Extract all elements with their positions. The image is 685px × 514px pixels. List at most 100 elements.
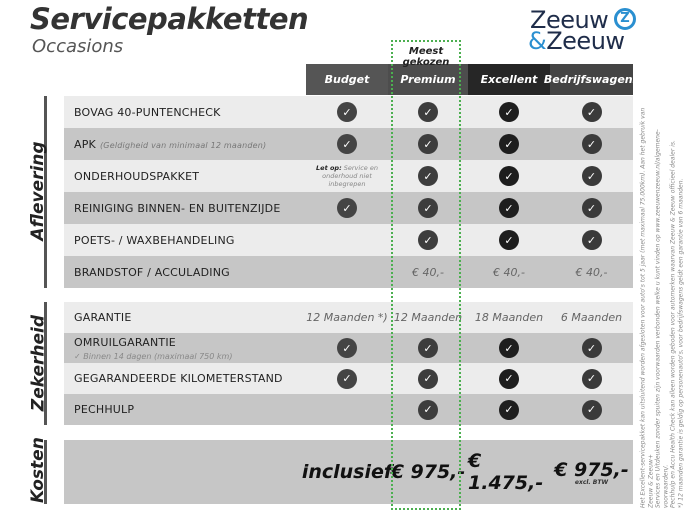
cell-budget: ✓: [306, 192, 388, 224]
cell-bedrijfswagens: € 40,-: [550, 256, 633, 288]
check-icon: ✓: [499, 230, 519, 250]
cell-premium: € 975,-: [388, 440, 468, 504]
cell-value: € 40,-: [575, 265, 608, 279]
section-label-aflevering: Aflevering: [28, 141, 48, 241]
row-label-text: PECHHULP: [74, 403, 135, 416]
check-icon: ✓: [418, 368, 438, 389]
cell-premium: ✓: [388, 224, 468, 256]
cell-excellent: € 40,-: [468, 256, 550, 288]
price-value: € 1.475,-: [468, 450, 544, 494]
section-bar-aflevering: [44, 96, 47, 288]
cell-premium: 12 Maanden: [388, 302, 468, 333]
check-icon: ✓: [499, 102, 519, 122]
check-icon: ✓: [499, 338, 519, 358]
price-value: € 975,-: [390, 461, 466, 483]
cell-budget: [306, 224, 388, 256]
check-icon: ✓: [418, 134, 438, 154]
check-icon: ✓: [499, 166, 519, 186]
row-label: OMRUILGARANTIE: [74, 336, 176, 349]
row-label-text: BOVAG 40-PUNTENCHECK: [74, 105, 221, 119]
check-icon: ✓: [581, 102, 602, 122]
cell-premium: ✓: [388, 160, 468, 192]
price: inclusief: [302, 461, 392, 483]
section-bar-zekerheid: [44, 302, 47, 425]
footnote: Het Excellent-servicepakket kan uitsluit…: [640, 88, 685, 508]
table-row: inclusief € 975,- € 1.475,- € 975,- excl. BT…: [64, 440, 633, 504]
cell-premium: € 40,-: [388, 256, 468, 288]
row-label-text: ONDERHOUDSPAKKET: [74, 169, 200, 183]
column-header-excellent: Excellent: [468, 64, 550, 95]
section-bar-kosten: [44, 440, 47, 504]
row-label: APK (Geldigheid van minimaal 12 maanden): [74, 138, 266, 151]
footnote-line: Services en Uitdeuken zonder spuiten zij…: [654, 129, 670, 508]
row-label-text: POETS- / WAXBEHANDELING: [74, 233, 235, 247]
column-header-premium: Premium: [388, 64, 468, 95]
table-row: BRANDSTOF / ACCULADING € 40,- € 40,- € 40,-: [64, 256, 633, 288]
price-value: € 975,-: [554, 458, 629, 481]
row-label-note: (Geldigheid van minimaal 12 maanden): [99, 140, 267, 150]
cell-excellent: ✓: [468, 96, 550, 128]
cell-excellent: ✓: [468, 394, 550, 425]
most-chosen-label: Meest gekozen: [402, 46, 450, 68]
check-icon: ✓: [418, 198, 438, 218]
check-icon: ✓: [499, 368, 519, 389]
cell-bedrijfswagens: 6 Maanden: [550, 302, 633, 333]
logo-line1: Zeeuw: [530, 6, 609, 34]
cell-note: Let op: Service en onderhoud niet inbegr…: [307, 164, 387, 188]
table-row: PECHHULP ✓ ✓ ✓: [64, 394, 633, 425]
cell-bedrijfswagens: ✓: [550, 128, 633, 160]
table-row: POETS- / WAXBEHANDELING ✓ ✓ ✓: [64, 224, 633, 256]
check-icon: ✓: [499, 399, 519, 420]
check-icon: ✓: [418, 338, 438, 358]
note-bold: Let op:: [316, 164, 342, 172]
cell-budget: ✓: [306, 363, 388, 394]
row-label: ONDERHOUDSPAKKET: [74, 170, 199, 183]
cell-bedrijfswagens: ✓: [550, 160, 633, 192]
cell-excellent: ✓: [468, 224, 550, 256]
table-row: APK (Geldigheid van minimaal 12 maanden) ✓…: [64, 128, 633, 160]
column-header-bedrijfswagens: Bedrijfswagens: [544, 64, 639, 95]
check-icon: ✓: [581, 166, 602, 186]
check-icon: ✓: [337, 198, 357, 218]
note-text: Service en onderhoud niet inbegrepen: [322, 164, 378, 188]
cell-excellent: ✓: [468, 160, 550, 192]
logo-line2-text: Zeeuw: [546, 27, 625, 55]
check-icon: ✓: [418, 166, 438, 186]
check-icon: ✓: [337, 134, 357, 154]
footnote-line: Pechhulp en Accu Health Check kan alleen…: [669, 140, 677, 508]
table-row: BOVAG 40-PUNTENCHECK ✓ ✓ ✓ ✓: [64, 96, 633, 128]
row-label: REINIGING BINNEN- EN BUITENZIJDE: [74, 202, 280, 215]
cell-excellent: ✓: [468, 128, 550, 160]
cell-bedrijfswagens: ✓: [550, 394, 633, 425]
row-label-text: REINIGING BINNEN- EN BUITENZIJDE: [74, 201, 281, 215]
cell-value: 12 Maanden *): [306, 311, 388, 324]
footnote-line: *) 12 maanden garantie is geldig op pers…: [677, 178, 684, 508]
cell-excellent: 18 Maanden: [468, 302, 550, 333]
cell-value: 12 Maanden: [393, 311, 463, 324]
check-icon: ✓: [581, 230, 602, 250]
section-label-kosten: Kosten: [28, 437, 48, 503]
table-row: ONDERHOUDSPAKKET Let op: Service en onder…: [64, 160, 633, 192]
logo-line2: &Zeeuw: [528, 27, 625, 55]
price: € 1.475,-: [468, 450, 550, 494]
cell-excellent: ✓: [468, 363, 550, 394]
price: € 975,- excl. BTW: [554, 459, 629, 486]
check-icon: ✓: [418, 230, 438, 250]
cell-budget: Let op: Service en onderhoud niet inbegr…: [306, 160, 388, 192]
cell-premium: ✓: [388, 363, 468, 394]
cell-bedrijfswagens: ✓: [550, 96, 633, 128]
row-label: POETS- / WAXBEHANDELING: [74, 234, 235, 247]
logo-mark-icon: Z: [614, 8, 636, 30]
check-icon: ✓: [499, 134, 519, 154]
cell-premium: ✓: [388, 96, 468, 128]
row-label-text: GEGARANDEERDE KILOMETERSTAND: [74, 372, 283, 385]
row-label-text: OMRUILGARANTIE: [74, 336, 176, 349]
cell-bedrijfswagens: ✓: [550, 192, 633, 224]
row-label: GARANTIE: [74, 311, 132, 324]
check-icon: ✓: [581, 198, 602, 218]
table-row: REINIGING BINNEN- EN BUITENZIJDE ✓ ✓ ✓ ✓: [64, 192, 633, 224]
row-label: PECHHULP: [74, 403, 134, 416]
cell-value: 18 Maanden: [474, 311, 544, 324]
cell-bedrijfswagens: ✓: [550, 224, 633, 256]
cell-bedrijfswagens: ✓: [550, 333, 633, 363]
